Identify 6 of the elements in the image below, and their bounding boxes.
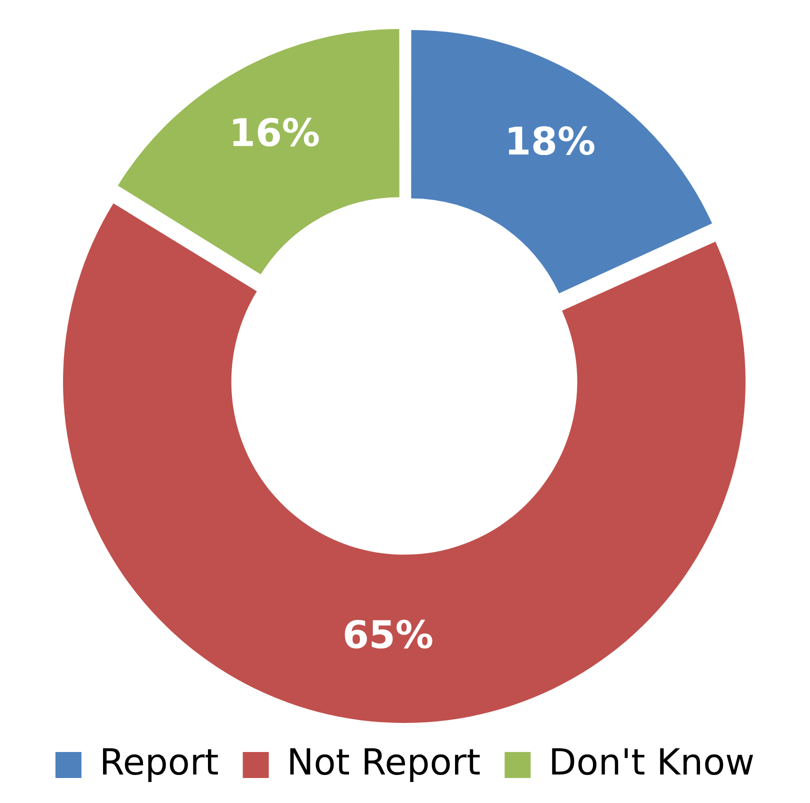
legend-label: Not Report (286, 742, 481, 784)
data-label: 18% (504, 120, 596, 164)
data-label: 65% (342, 613, 434, 658)
legend-label: Report (99, 742, 219, 784)
data-label: 16% (229, 110, 320, 155)
legend-label: Don't Know (548, 742, 755, 784)
